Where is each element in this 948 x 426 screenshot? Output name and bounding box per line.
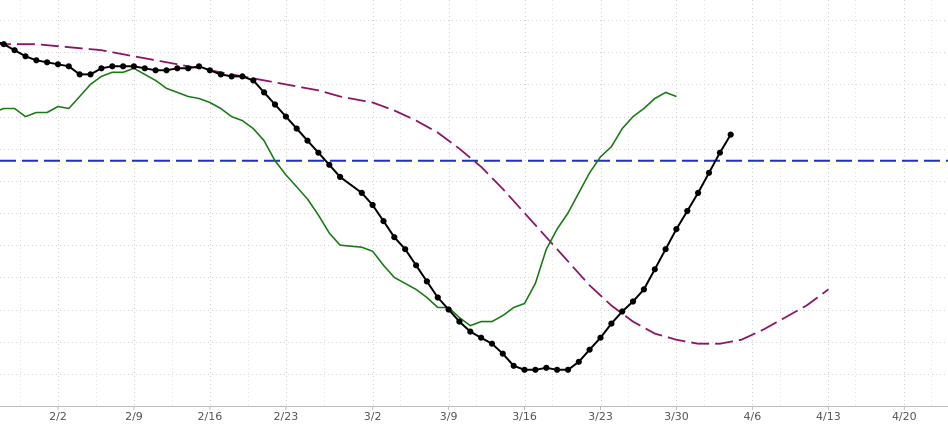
series-point [239, 73, 246, 80]
series-point [543, 364, 550, 371]
series-point [33, 57, 40, 64]
series-point [380, 218, 387, 225]
x-tick-label: 4/20 [892, 410, 917, 423]
x-tick-label: 3/16 [512, 410, 537, 423]
series-point [76, 71, 83, 78]
series-point [98, 65, 105, 72]
series-point [109, 63, 116, 70]
series-point [434, 294, 441, 301]
series-point [554, 366, 561, 373]
series-point [54, 61, 62, 68]
series-point [369, 201, 376, 209]
x-tick-label: 2/9 [125, 410, 143, 423]
series-point [185, 65, 192, 72]
series-point [163, 67, 170, 74]
series-point [271, 101, 279, 108]
series-point [716, 149, 724, 156]
series-point [130, 63, 137, 70]
x-tick-label: 3/9 [440, 410, 458, 423]
series-point [391, 234, 398, 241]
series-point [315, 149, 322, 156]
series-point [467, 328, 474, 335]
series-point [293, 125, 300, 132]
series-point [575, 358, 582, 365]
series-point [44, 59, 51, 66]
series-point [488, 340, 496, 347]
series-point [586, 346, 593, 353]
series-point [510, 362, 517, 369]
series-point [326, 161, 333, 168]
series-point [564, 366, 572, 373]
series-point [141, 65, 148, 72]
series-point [65, 63, 72, 70]
series-point [727, 131, 734, 138]
series-point [413, 262, 420, 269]
series-point [261, 89, 268, 96]
series-point [521, 366, 528, 373]
series-point [250, 77, 257, 84]
series-point [532, 366, 539, 373]
series-point [358, 189, 365, 196]
series-point [0, 41, 7, 48]
series-point [608, 320, 615, 327]
x-tick-label: 2/23 [273, 410, 298, 423]
x-tick-label: 4/6 [744, 410, 762, 423]
series-point [499, 350, 506, 357]
series-point [87, 71, 94, 78]
series-group [0, 41, 829, 373]
series-point [597, 334, 604, 341]
series-point [282, 113, 289, 120]
series-point [478, 334, 485, 341]
x-tick-label: 2/16 [198, 410, 223, 423]
series-point [651, 266, 658, 273]
series-point [120, 63, 127, 70]
series-point [445, 306, 452, 313]
series-point [217, 71, 224, 78]
series-point [152, 67, 159, 74]
series-line-3 [0, 43, 829, 345]
series-point [195, 63, 203, 70]
series-line-2 [0, 67, 677, 327]
series-point [673, 226, 680, 233]
series-point [629, 298, 637, 305]
series-point [705, 169, 713, 176]
series-point [206, 67, 213, 74]
x-tick-label: 2/2 [49, 410, 67, 423]
x-tick-label: 3/2 [364, 410, 382, 423]
x-tick-label: 3/23 [588, 410, 613, 423]
series-point [337, 173, 344, 180]
series-point [684, 207, 691, 215]
series-point [640, 286, 648, 293]
x-tick-label: 3/30 [664, 410, 689, 423]
series-point [456, 318, 463, 325]
series-point [22, 53, 29, 60]
x-tick-label: 4/13 [816, 410, 841, 423]
series-point [695, 189, 702, 196]
series-point [11, 47, 18, 54]
series-point [228, 73, 235, 80]
series-point [402, 246, 409, 253]
x-axis: 2/2 2/9 2/16 2/23 3/2 3/9 3/16 3/23 3/30 4/6 4/13 4… [0, 406, 948, 423]
series-point [174, 65, 181, 72]
series-point [304, 137, 311, 144]
series-point [662, 246, 669, 253]
series-point [423, 278, 430, 285]
series-point [619, 308, 626, 315]
